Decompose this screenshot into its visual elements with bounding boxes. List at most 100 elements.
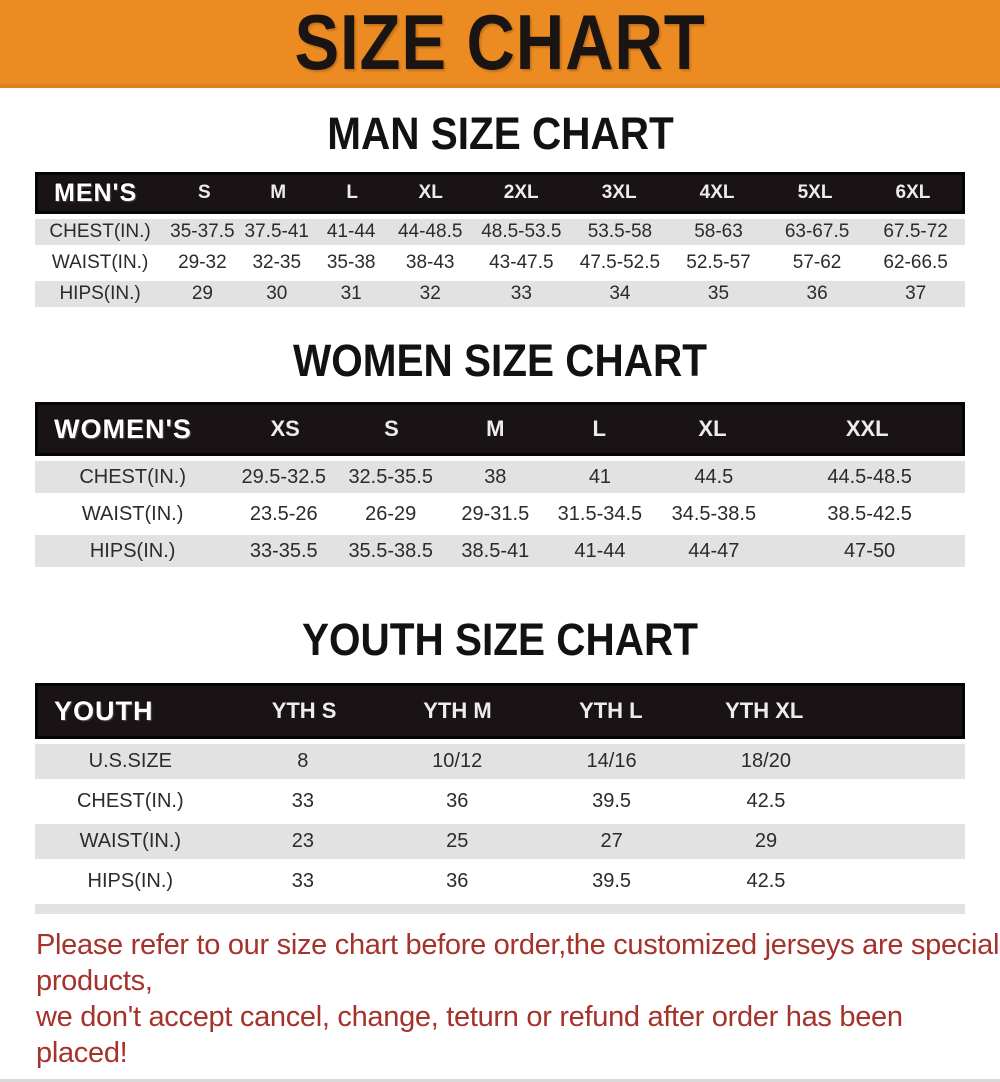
table-corner-label: WOMEN'S: [54, 413, 192, 444]
size-cell: 31.5-34.5: [557, 502, 643, 525]
size-cell: 38.5-42.5: [827, 502, 912, 525]
size-cell: 33: [291, 870, 314, 892]
size-cell: 34: [609, 283, 631, 304]
size-cell: 37: [905, 283, 927, 304]
size-cell: 10/12: [432, 750, 483, 772]
size-cell: 44.5-48.5: [827, 465, 912, 488]
size-cell: 58-63: [694, 221, 743, 242]
size-cell: 38.5-41: [461, 539, 530, 562]
column-header: YTH XL: [725, 698, 804, 723]
size-cell: 33: [510, 283, 532, 304]
size-cell: 63-67.5: [784, 221, 850, 242]
size-cell: 27: [600, 830, 623, 852]
size-cell: 31: [340, 283, 362, 304]
women-section-title-text: WOMEN SIZE CHART: [292, 335, 707, 386]
column-header: M: [486, 416, 505, 441]
row-label: CHEST(IN.): [49, 221, 151, 242]
youth-section-title-text: YOUTH SIZE CHART: [301, 614, 698, 665]
table-corner-label: YOUTH: [54, 695, 154, 726]
row-label: WAIST(IN.): [81, 502, 184, 525]
column-header: 5XL: [797, 182, 833, 203]
footer-line-1: Please refer to our size chart before or…: [36, 929, 1000, 997]
size-cell: 62-66.5: [883, 252, 948, 273]
column-header: XS: [270, 416, 300, 441]
footer-line-2: we don't accept cancel, change, teturn o…: [36, 1001, 903, 1069]
size-chart-banner: SIZE CHART: [0, 0, 1000, 88]
size-cell: 44-47: [688, 539, 740, 562]
column-header: YTH M: [423, 698, 492, 723]
size-cell: 14/16: [586, 750, 637, 772]
youth-section-title: YOUTH SIZE CHART: [0, 617, 1000, 662]
size-cell: 34.5-38.5: [671, 502, 757, 525]
table-row: CHEST(IN.) 35-37.5 37.5-41 41-44 44-48.5 48.5…: [35, 219, 965, 245]
column-header: YTH L: [579, 698, 643, 723]
size-cell: 43-47.5: [489, 252, 554, 273]
table-row: CHEST(IN.) 33 36 39.5 42.5: [35, 784, 965, 819]
size-cell: 38: [484, 465, 507, 488]
table-bottom-strip: [35, 904, 965, 914]
size-cell: 38-43: [405, 252, 455, 273]
column-header: S: [197, 182, 211, 203]
column-header: M: [270, 182, 287, 203]
table-row: WAIST(IN.) 29-32 32-35 35-38 38-43 43-47.5 47.…: [35, 250, 965, 276]
column-header: 2XL: [503, 182, 539, 203]
men-section: MAN SIZE CHART MEN'S S M L XL 2XL 3XL 4XL 5XL 6XL…: [0, 111, 1000, 307]
size-cell: 44.5: [694, 465, 734, 488]
table-row: HIPS(IN.) 33-35.5 35.5-38.5 38.5-41 41-44 44-…: [35, 535, 965, 567]
size-cell: 39.5: [592, 790, 632, 812]
women-section: WOMEN SIZE CHART WOMEN'S XS S M L XL XXL CHEST(…: [0, 338, 1000, 567]
row-label: WAIST(IN.): [79, 830, 182, 852]
size-cell: 18/20: [740, 750, 791, 772]
table-header-row: YOUTH YTH S YTH M YTH L YTH XL: [35, 683, 965, 739]
column-header: 6XL: [895, 182, 931, 203]
size-cell: 35-37.5: [170, 221, 235, 242]
row-label: U.S.SIZE: [88, 750, 172, 772]
column-header: XXL: [845, 416, 889, 441]
column-header: S: [384, 416, 399, 441]
size-cell: 44-48.5: [397, 221, 463, 242]
row-label: HIPS(IN.): [89, 539, 176, 562]
table-header-row: WOMEN'S XS S M L XL XXL: [35, 402, 965, 456]
size-cell: 48.5-53.5: [481, 221, 562, 242]
women-size-table: WOMEN'S XS S M L XL XXL CHEST(IN.) 29.5-32.5 32.5…: [35, 402, 965, 567]
size-cell: 67.5-72: [883, 221, 948, 242]
youth-size-table: YOUTH YTH S YTH M YTH L YTH XL U.S.SIZE 8 10/12…: [35, 683, 965, 914]
size-cell: 29: [754, 830, 778, 852]
size-cell: 32.5-35.5: [348, 465, 433, 488]
table-header-row: MEN'S S M L XL 2XL 3XL 4XL 5XL 6XL: [35, 172, 965, 214]
row-label: HIPS(IN.): [59, 283, 141, 304]
size-cell: 30: [266, 283, 288, 304]
column-header: XL: [698, 416, 727, 441]
table-row: WAIST(IN.) 23 25 27 29: [35, 824, 965, 859]
row-label: CHEST(IN.): [79, 465, 186, 488]
size-cell: 52.5-57: [686, 252, 751, 273]
column-header: YTH S: [271, 698, 337, 723]
size-cell: 29-32: [178, 252, 227, 273]
size-cell: 42.5: [746, 870, 786, 892]
size-cell: 35-38: [326, 252, 376, 273]
table-corner-label: MEN'S: [54, 178, 138, 207]
size-cell: 26-29: [365, 502, 417, 525]
size-cell: 37.5-41: [244, 221, 309, 242]
size-cell: 33-35.5: [249, 539, 318, 562]
table-row: CHEST(IN.) 29.5-32.5 32.5-35.5 38 41 44.5 44.5…: [35, 461, 965, 493]
footer-note: Please refer to our size chart before or…: [36, 927, 1000, 1071]
column-header: XL: [418, 182, 443, 203]
size-cell: 39.5: [592, 870, 632, 892]
size-cell: 36: [446, 870, 469, 892]
size-cell: 29.5-32.5: [241, 465, 327, 488]
size-cell: 32-35: [252, 252, 302, 273]
size-cell: 41-44: [574, 539, 626, 562]
column-header: 4XL: [699, 182, 735, 203]
size-cell: 41: [588, 465, 612, 488]
size-cell: 23: [291, 830, 314, 852]
size-cell: 36: [446, 790, 469, 812]
table-row: WAIST(IN.) 23.5-26 26-29 29-31.5 31.5-34.5 34…: [35, 498, 965, 530]
size-cell: 32: [419, 283, 441, 304]
column-header: 3XL: [601, 182, 637, 203]
men-section-title-text: MAN SIZE CHART: [326, 108, 674, 159]
size-cell: 53.5-58: [587, 221, 653, 242]
table-row: U.S.SIZE 8 10/12 14/16 18/20: [35, 744, 965, 779]
table-row: HIPS(IN.) 29 30 31 32 33 34 35 36 37: [35, 281, 965, 307]
size-cell: 42.5: [746, 790, 786, 812]
